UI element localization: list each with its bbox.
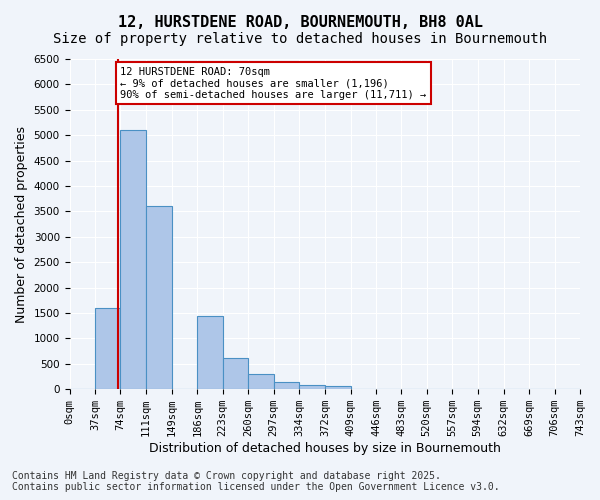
Bar: [274, 382, 299, 389]
Text: 12 HURSTDENE ROAD: 70sqm
← 9% of detached houses are smaller (1,196)
90% of semi: 12 HURSTDENE ROAD: 70sqm ← 9% of detache…: [121, 66, 427, 100]
Text: 12, HURSTDENE ROAD, BOURNEMOUTH, BH8 0AL: 12, HURSTDENE ROAD, BOURNEMOUTH, BH8 0AL: [118, 15, 482, 30]
Bar: [325, 386, 350, 389]
Bar: [146, 206, 172, 389]
Bar: [299, 384, 325, 389]
Bar: [121, 130, 146, 389]
Bar: [197, 316, 223, 389]
Text: Size of property relative to detached houses in Bournemouth: Size of property relative to detached ho…: [53, 32, 547, 46]
X-axis label: Distribution of detached houses by size in Bournemouth: Distribution of detached houses by size …: [149, 442, 501, 455]
Bar: [95, 308, 121, 389]
Text: Contains HM Land Registry data © Crown copyright and database right 2025.
Contai: Contains HM Land Registry data © Crown c…: [12, 471, 500, 492]
Bar: [248, 374, 274, 389]
Bar: [223, 358, 248, 389]
Y-axis label: Number of detached properties: Number of detached properties: [15, 126, 28, 322]
